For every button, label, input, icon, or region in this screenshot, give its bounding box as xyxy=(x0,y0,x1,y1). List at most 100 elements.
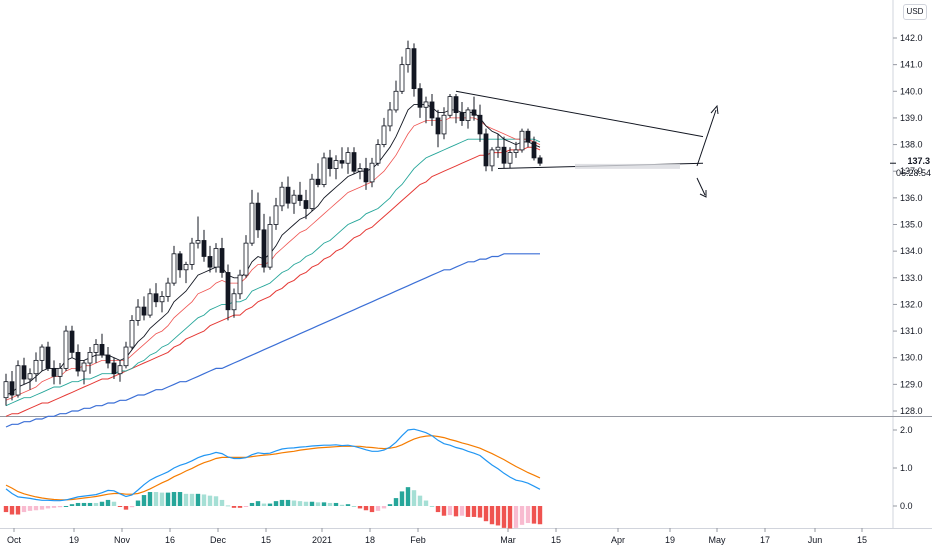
macd-histogram-bar xyxy=(519,506,525,525)
macd-histogram-bar xyxy=(297,501,303,506)
macd-histogram-bar xyxy=(207,495,213,506)
macd-histogram-bar xyxy=(195,493,201,506)
macd-histogram-bar xyxy=(189,493,195,506)
macd-histogram-bar xyxy=(111,501,117,506)
candle-body xyxy=(87,351,93,364)
candle-body xyxy=(477,114,483,135)
macd-histogram-bar xyxy=(513,506,519,528)
candle-body xyxy=(81,362,87,372)
price-tick-label: 130.0 xyxy=(900,353,923,363)
ema-long-line xyxy=(5,253,540,428)
candle-body xyxy=(51,367,57,377)
macd-histogram-bar xyxy=(525,506,531,524)
macd-histogram-bar xyxy=(477,506,483,518)
macd-histogram-bar xyxy=(105,499,111,506)
macd-histogram-bar xyxy=(261,503,267,506)
candle-body xyxy=(231,293,237,311)
macd-histogram-bar xyxy=(141,495,147,506)
candle-body xyxy=(303,200,309,209)
time-tick-label: Nov xyxy=(114,535,131,545)
macd-histogram-bar xyxy=(321,502,327,506)
candle-body xyxy=(69,330,75,353)
macd-histogram-bar xyxy=(279,499,285,506)
macd-histogram-bar xyxy=(471,506,477,517)
candle-body xyxy=(471,109,477,116)
breakout-up-arrow xyxy=(696,104,719,167)
macd-histogram-bar xyxy=(21,506,27,513)
macd-histogram-bar xyxy=(435,506,441,513)
price-tick-label: 128.0 xyxy=(900,406,923,416)
macd-histogram-bar xyxy=(429,506,435,507)
candle-body xyxy=(291,194,297,204)
time-tick-label: 16 xyxy=(165,535,175,545)
macd-histogram-bar xyxy=(177,492,183,506)
candle-body xyxy=(111,362,117,375)
candle-body xyxy=(519,130,525,151)
candle-body xyxy=(501,146,507,164)
macd-histogram-bar xyxy=(303,501,309,506)
candle-body xyxy=(363,168,369,183)
currency-label[interactable]: USD xyxy=(903,4,927,20)
macd-histogram-bar xyxy=(423,500,429,506)
ema-red-line xyxy=(5,146,541,417)
macd-histogram-bar xyxy=(507,506,513,529)
candle-body xyxy=(171,253,177,284)
candle-body xyxy=(189,242,195,265)
trendline-upper xyxy=(455,90,704,138)
price-tick-label: 134.0 xyxy=(900,246,923,256)
macd-histogram-bar xyxy=(81,502,87,506)
macd-histogram-bar xyxy=(411,490,417,506)
support-zone xyxy=(575,163,680,169)
current-price-label: 137.3 xyxy=(907,156,930,166)
candle-body xyxy=(177,253,183,271)
candle-body xyxy=(147,293,153,316)
candle-body xyxy=(3,381,9,399)
candle-body xyxy=(267,224,273,268)
candle-body xyxy=(375,144,381,164)
macd-histogram-bar xyxy=(231,506,237,508)
macd-histogram-bar xyxy=(219,499,225,506)
time-tick-label: Feb xyxy=(410,535,426,545)
candle-body xyxy=(261,229,267,268)
time-tick-label: 19 xyxy=(665,535,675,545)
macd-histogram-bar xyxy=(135,500,141,506)
breakout-down-arrow xyxy=(696,177,707,198)
macd-histogram-bar xyxy=(99,501,105,506)
macd-histogram-bar xyxy=(165,492,171,506)
macd-histogram-bar xyxy=(93,502,99,506)
candle-body xyxy=(309,178,315,209)
macd-histogram-bar xyxy=(501,506,507,528)
candle-body xyxy=(249,202,255,244)
time-tick-label: Apr xyxy=(611,535,625,545)
signal-line xyxy=(5,435,541,501)
candle-body xyxy=(315,178,321,185)
macd-histogram-bar xyxy=(483,506,489,522)
macd-histogram-bar xyxy=(201,494,207,506)
candle-body xyxy=(15,365,21,396)
price-tick-label: 142.0 xyxy=(900,33,923,43)
candle-body xyxy=(279,186,285,207)
candle-body xyxy=(135,306,141,321)
macd-histogram-bar xyxy=(537,506,543,525)
macd-histogram-bar xyxy=(153,492,159,506)
candle-body xyxy=(123,346,129,367)
time-tick-label: 2021 xyxy=(312,535,332,545)
macd-histogram-bar xyxy=(147,492,153,506)
candle-body xyxy=(273,205,279,225)
macd-histogram-bar xyxy=(399,491,405,506)
candle-body xyxy=(423,101,429,108)
candle-body xyxy=(345,152,351,164)
candle-body xyxy=(297,194,303,201)
ema-fast-line xyxy=(5,104,541,396)
macd-histogram-bar xyxy=(489,506,495,525)
macd-histogram-bar xyxy=(75,502,81,506)
candle-body xyxy=(381,125,387,145)
macd-histogram-bar xyxy=(291,500,297,506)
candle-body xyxy=(99,343,105,356)
macd-histogram-bar xyxy=(453,506,459,517)
macd-histogram-bar xyxy=(363,506,369,511)
candle-body xyxy=(183,264,189,271)
candle-body xyxy=(117,365,123,375)
candle-body xyxy=(219,248,225,273)
